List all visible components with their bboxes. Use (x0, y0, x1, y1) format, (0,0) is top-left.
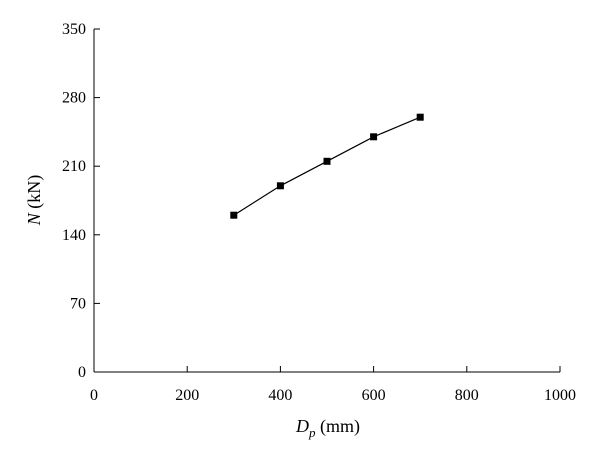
x-tick-label: 600 (362, 387, 386, 404)
y-axis-label-main: N (24, 212, 44, 226)
data-point-marker (416, 113, 424, 121)
y-tick-label: 350 (62, 21, 86, 38)
x-ticks: 0 200 400 600 800 1000 (90, 366, 576, 404)
data-point-marker (230, 211, 238, 219)
data-point-marker (323, 157, 331, 165)
x-tick-label: 400 (268, 387, 292, 404)
y-axis-label-unit: (kN) (24, 175, 45, 214)
x-tick-label: 800 (455, 387, 479, 404)
x-tick-label: 1000 (544, 387, 576, 404)
data-point-marker (370, 133, 378, 141)
x-tick-label: 200 (175, 387, 199, 404)
x-tick-label: 0 (90, 387, 98, 404)
y-tick-label: 280 (62, 90, 86, 107)
x-axis-label-main: D (295, 416, 309, 436)
plot-series (230, 113, 424, 219)
x-axis-label-sub: p (308, 425, 316, 440)
x-axis-label-unit: (mm) (316, 416, 361, 437)
y-tick-label: 70 (70, 295, 86, 312)
y-tick-label: 140 (62, 227, 86, 244)
axes (93, 29, 560, 373)
data-point-marker (276, 182, 284, 190)
y-ticks: 0 70 140 210 280 350 (62, 21, 100, 381)
series-line (233, 116, 421, 216)
y-axis-label: N (kN) (24, 175, 45, 227)
x-axis-label: Dp (mm) (295, 416, 360, 440)
y-tick-label: 0 (78, 364, 86, 381)
y-tick-label: 210 (62, 158, 86, 175)
